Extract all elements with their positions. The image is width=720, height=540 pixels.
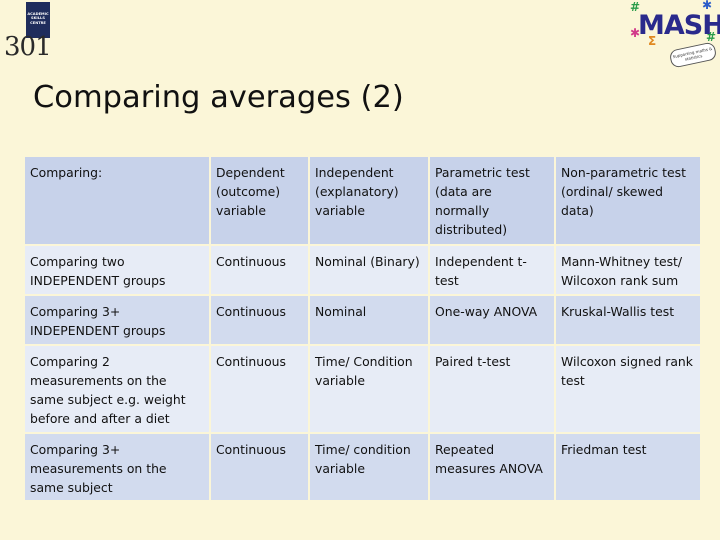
asterisk-icon: ✱	[630, 26, 641, 40]
table-cell: Time/ Condition variable	[310, 346, 428, 432]
header-cell: Comparing:	[25, 157, 209, 244]
table-cell: Paired t-test	[430, 346, 554, 432]
table-cell: Independent t-test	[430, 246, 554, 294]
table-row: Comparing 3+ INDEPENDENT groups Continuo…	[25, 296, 700, 344]
table-cell: Continuous	[211, 346, 308, 432]
table-cell: Friedman test	[556, 434, 700, 500]
table-cell: Continuous	[211, 246, 308, 294]
mash-logo: # ✱ ✱ Σ # MASH Supporting maths & statis…	[628, 0, 720, 86]
table-cell: Comparing 2 measurements on the same sub…	[25, 346, 209, 432]
header-cell: Dependent (outcome) variable	[211, 157, 308, 244]
table-header-row: Comparing: Dependent (outcome) variable …	[25, 157, 700, 244]
table-cell: Continuous	[211, 434, 308, 500]
table-cell: Comparing 3+ INDEPENDENT groups	[25, 296, 209, 344]
table-cell: Comparing two INDEPENDENT groups	[25, 246, 209, 294]
table-cell: Time/ condition variable	[310, 434, 428, 500]
table-cell: Comparing 3+ measurements on the same su…	[25, 434, 209, 500]
table-cell: Mann-Whitney test/ Wilcoxon rank sum	[556, 246, 700, 294]
table-cell: Repeated measures ANOVA	[430, 434, 554, 500]
table-cell: Nominal	[310, 296, 428, 344]
header-cell: Independent (explanatory) variable	[310, 157, 428, 244]
logo-badge-text: ACADEMIC SKILLS CENTRE	[27, 12, 49, 25]
table-cell: Nominal (Binary)	[310, 246, 428, 294]
comparison-table: Comparing: Dependent (outcome) variable …	[23, 155, 702, 502]
academic-skills-logo: ACADEMIC SKILLS CENTRE 301	[4, 2, 64, 64]
table-cell: Continuous	[211, 296, 308, 344]
page-title: Comparing averages (2)	[33, 80, 404, 115]
logo-number: 301	[4, 32, 52, 62]
mash-logo-word: MASH	[638, 10, 720, 41]
logo-badge: ACADEMIC SKILLS CENTRE	[26, 2, 50, 38]
table-cell: Kruskal-Wallis test	[556, 296, 700, 344]
header-cell: Parametric test (data are normally distr…	[430, 157, 554, 244]
hash-icon: #	[630, 0, 641, 14]
sigma-icon: Σ	[648, 34, 657, 48]
table-row: Comparing 2 measurements on the same sub…	[25, 346, 700, 432]
table-cell: Wilcoxon signed rank test	[556, 346, 700, 432]
table-cell: One-way ANOVA	[430, 296, 554, 344]
table-row: Comparing two INDEPENDENT groups Continu…	[25, 246, 700, 294]
asterisk-icon: ✱	[702, 0, 713, 12]
header-cell: Non-parametric test (ordinal/ skewed dat…	[556, 157, 700, 244]
table-row: Comparing 3+ measurements on the same su…	[25, 434, 700, 500]
hash-icon: #	[706, 30, 717, 44]
mash-logo-tagline: Supporting maths & statistics	[668, 41, 718, 69]
